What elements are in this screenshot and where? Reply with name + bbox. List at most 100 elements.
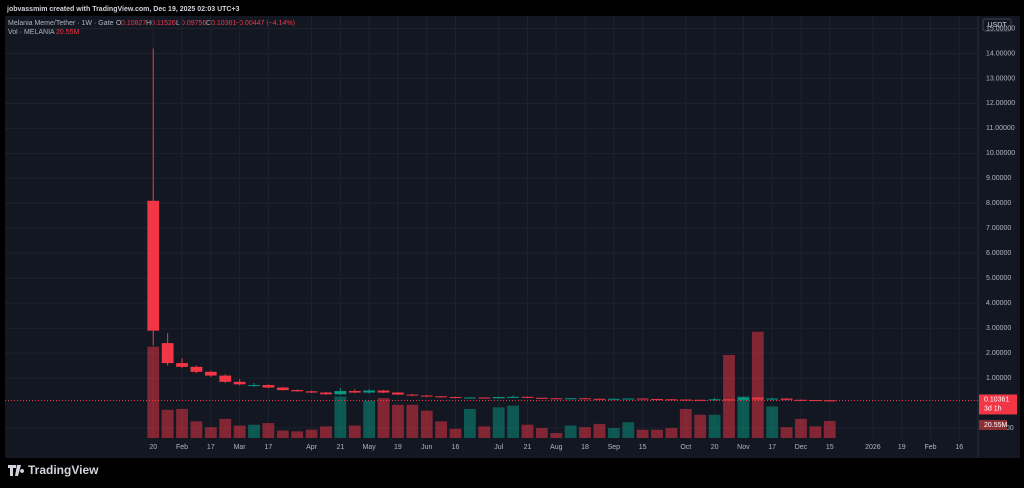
candle-body xyxy=(305,391,318,393)
volume-bar xyxy=(190,421,203,438)
candle-body xyxy=(176,363,188,367)
ohlc-letter: C xyxy=(206,20,211,27)
candle-body xyxy=(392,392,404,395)
volume-bar xyxy=(478,426,491,438)
y-tick-label: 12.00000 xyxy=(986,100,1015,107)
ohlc-legend: O 0.10827 H 0.11526 L 0.09756 C 0.10361 xyxy=(116,20,236,27)
volume-bar xyxy=(147,346,160,438)
price-tag-text: 0.10361 xyxy=(984,396,1009,403)
volume-bar xyxy=(521,424,534,438)
candle-body xyxy=(363,390,376,393)
ohlc-value: 0.10361 xyxy=(211,20,236,27)
x-tick-label: Feb xyxy=(924,444,936,451)
logo xyxy=(8,465,25,476)
credit: jobvassmim created with TradingView.com,… xyxy=(6,6,240,13)
volume-bar xyxy=(334,396,347,438)
volume-bar xyxy=(593,423,606,438)
volume-bar xyxy=(233,425,246,438)
candle-body xyxy=(320,392,332,395)
symbol: Melania Meme/Tether · 1W · Gate xyxy=(8,20,114,27)
volume-bar xyxy=(348,425,361,438)
candle-body xyxy=(622,398,635,400)
candle-body xyxy=(780,398,793,400)
y-tick-label: 13.00000 xyxy=(986,75,1015,82)
candle-body xyxy=(593,398,606,400)
volume-bar xyxy=(320,426,332,438)
currency-button[interactable] xyxy=(982,18,1012,32)
candle-body xyxy=(248,385,260,387)
volume-tag-text: 20.55M xyxy=(984,422,1008,429)
candle-body xyxy=(334,391,347,395)
candle-body xyxy=(751,397,764,400)
volume-bar xyxy=(406,404,419,438)
y-tick-label: 6.00000 xyxy=(986,250,1011,257)
volume-bar xyxy=(823,420,836,438)
volume-bar xyxy=(780,427,793,438)
candle-body xyxy=(204,371,217,376)
candle-body xyxy=(377,390,390,393)
volume-bar xyxy=(248,424,260,438)
volume-bar xyxy=(291,431,304,438)
candle-body xyxy=(579,398,591,400)
x-tick-label: 19 xyxy=(394,444,402,451)
candle-body xyxy=(406,394,419,396)
volume-bar xyxy=(579,427,591,438)
ohlc-letter: H xyxy=(146,20,151,27)
x-tick-label: 2026 xyxy=(865,444,881,451)
volume-bar xyxy=(550,433,563,438)
volume-bar xyxy=(507,405,519,438)
candle-body xyxy=(219,375,232,382)
x-tick-label: 15 xyxy=(639,444,647,451)
vol-value: 20.55M xyxy=(56,29,80,36)
candle-body xyxy=(233,381,246,385)
candle-body xyxy=(435,396,448,398)
x-tick-label: Oct xyxy=(680,444,691,451)
volume-bar xyxy=(176,408,188,438)
y-tick-label: 8.00000 xyxy=(986,200,1011,207)
volume-bar xyxy=(564,425,577,438)
volume-bar xyxy=(607,428,620,438)
volume-bar xyxy=(809,426,822,438)
countdown: 3d 1h xyxy=(984,405,1002,412)
volume-bar xyxy=(651,429,663,438)
volume-bar xyxy=(449,428,462,438)
change: −0.00447 (−4.14%) xyxy=(235,20,295,27)
x-tick-label: 20 xyxy=(711,444,719,451)
volume-bar xyxy=(622,422,635,438)
x-tick-label: Dec xyxy=(795,444,808,451)
volume-bar xyxy=(795,418,807,438)
currency[interactable]: USDT xyxy=(987,22,1007,29)
volume-bar xyxy=(161,409,174,438)
candle-body xyxy=(147,200,160,331)
candle-body xyxy=(708,399,721,401)
candle-body xyxy=(507,396,519,398)
volume-bar xyxy=(420,410,433,438)
x-tick-label: Aug xyxy=(550,444,563,451)
candle-body xyxy=(694,399,707,401)
candle-body xyxy=(492,397,505,399)
y-tick-label: 1.00000 xyxy=(986,375,1011,382)
volume-bar xyxy=(665,428,678,438)
x-tick-label: Sep xyxy=(608,444,621,451)
logo-text: TradingView xyxy=(28,463,99,477)
vol-label: Vol · MELANIA xyxy=(8,29,55,36)
candle-body xyxy=(420,395,433,397)
y-tick-label: 9.00000 xyxy=(986,175,1011,182)
candle-body xyxy=(766,398,779,400)
volume-bar xyxy=(377,398,390,438)
x-tick-label: May xyxy=(363,444,377,451)
x-tick-label: Jul xyxy=(494,444,503,451)
ohlc-value: 0.09756 xyxy=(181,20,206,27)
volume-bar xyxy=(737,396,750,438)
y-tick-label: 5.00000 xyxy=(986,275,1011,282)
x-tick-label: Mar xyxy=(234,444,247,451)
volume-tag xyxy=(979,419,1007,430)
candle-body xyxy=(665,399,678,401)
volume-bar xyxy=(751,331,764,438)
price-tag xyxy=(979,394,1017,415)
candle-body xyxy=(521,396,534,398)
candle-body xyxy=(636,398,649,400)
candle-body xyxy=(291,390,304,392)
y-tick-label: 15.00000 xyxy=(986,25,1015,32)
x-tick-label: Jun xyxy=(421,444,432,451)
